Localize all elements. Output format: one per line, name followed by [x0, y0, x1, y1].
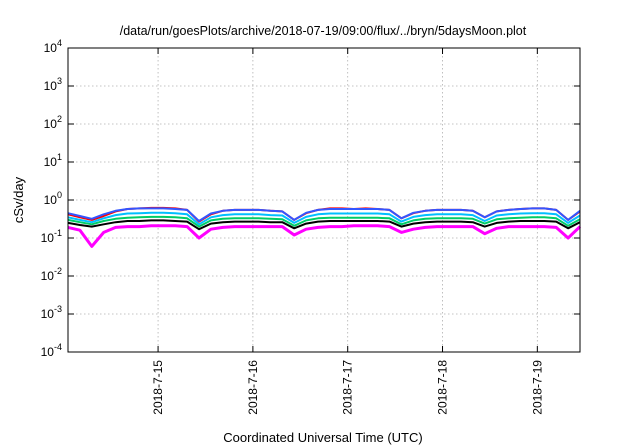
- series-line: [67, 211, 581, 226]
- grid: [68, 48, 580, 352]
- y-tick-label: 103: [44, 76, 62, 93]
- y-tick-label: 10-4: [41, 342, 62, 359]
- chart-title: /data/run/goesPlots/archive/2018-07-19/0…: [120, 24, 527, 38]
- series-line: [67, 207, 581, 222]
- series-line: [67, 224, 582, 248]
- x-tick-label: 2018-7-19: [530, 360, 544, 415]
- x-axis: 2018-7-15 2018-7-16 2018-7-17 2018-7-18 2018…: [151, 48, 544, 415]
- y-tick-label: 10-1: [41, 228, 62, 245]
- y-tick-label: 102: [44, 114, 62, 131]
- y-tick-label: 100: [44, 190, 62, 207]
- y-tick-label: 104: [44, 38, 62, 55]
- y-tick-label: 10-3: [41, 304, 62, 321]
- x-tick-label: 2018-7-16: [246, 360, 260, 415]
- x-axis-label: Coordinated Universal Time (UTC): [223, 430, 422, 445]
- y-axis: 104 103 102 101 100 10-1 10-2 10-3 10-4: [41, 38, 580, 359]
- x-tick-label: 2018-7-17: [341, 360, 355, 415]
- series-line: [67, 215, 581, 228]
- y-tick-label: 10-2: [41, 266, 62, 283]
- y-axis-label: cSv/day: [11, 176, 26, 223]
- series-layer: [67, 206, 582, 248]
- x-tick-label: 2018-7-15: [151, 360, 165, 415]
- x-tick-label: 2018-7-18: [436, 360, 450, 415]
- series-line: [67, 219, 581, 231]
- y-tick-label: 101: [44, 152, 62, 169]
